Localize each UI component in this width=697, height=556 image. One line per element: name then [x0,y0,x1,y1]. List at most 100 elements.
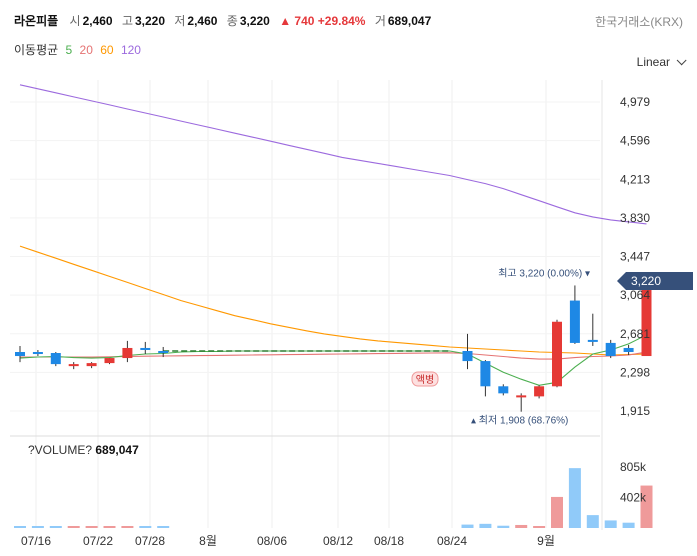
candle-body [498,386,509,394]
candle [158,346,169,358]
candle-body [623,347,634,353]
moving-average-label: 이동평균 [14,43,59,57]
candle [32,349,43,357]
volume-axis: 805k 402k [620,460,647,505]
price-tick-label: 3,064 [620,288,650,302]
volume-bar [640,485,653,528]
ma-60-line [19,245,647,356]
volume-bar [551,496,563,528]
date-tick-label: 07/22 [83,534,113,548]
candle [104,358,115,365]
low-value: 2,460 [187,14,218,28]
candle [462,333,473,370]
candle-body [641,279,652,357]
price-tick-label: 2,298 [620,365,650,379]
high-value: 3,220 [134,14,166,28]
price-tick-label: 4,213 [620,172,650,186]
exchange-label: 한국거래소(KRX) [595,15,683,29]
candle [122,340,133,363]
volume-bars [14,468,653,528]
volume-bar [497,525,510,528]
ma-5-label: 5 [65,43,73,57]
price-tick-label: 1,915 [620,404,650,418]
volume-bar [139,526,152,528]
price-tick-label: 4,979 [620,95,650,109]
candle [86,362,97,369]
high-label: 고 [121,14,133,28]
candle-body [480,361,491,387]
candle-body [552,321,562,387]
candle-body [140,347,151,350]
ma-120-label: 120 [120,43,141,57]
date-tick-label: 9월 [537,534,555,548]
high-annotation: 최고 3,220 (0.00%) ▾ [498,267,590,279]
candle-body [68,364,79,367]
open-label: 시 [69,14,81,28]
event-badge [411,371,439,387]
volume-bar [121,526,134,528]
candle-body [32,352,43,355]
low-annotation: ▴ 최저 1,908 (68.76%) [471,415,568,427]
open-value: 2,460 [82,14,113,28]
candle [534,385,545,399]
date-tick-label: 08/24 [437,534,467,548]
candles [15,279,652,412]
price-tick-label: 4,596 [620,134,650,148]
candle [623,344,634,356]
volume-value: 689,047 [387,14,432,28]
volume-bar [67,526,80,528]
candle [50,352,61,367]
volume-title-value: 689,047 [95,443,139,457]
candle [587,313,598,346]
candle [605,339,616,359]
volume-bar [14,526,26,528]
candle [15,345,25,363]
candle-body [15,352,25,357]
annotations: 최고 3,220 (0.00%) ▾ ▴ 최저 1,908 (68.76%) 액병 [411,267,590,427]
volume-bar [533,526,546,528]
candle [68,362,79,370]
volume-bar [604,520,617,528]
date-axis: 07/16 07/22 07/28 8월 08/06 08/12 08/18 08/24 9월 [21,534,555,548]
volume-bar [568,468,581,528]
candle-body [50,353,61,365]
candle [498,384,509,396]
candle-body [534,386,545,397]
volume-bar [515,524,528,528]
volume-bar [31,526,44,528]
volume-label: 거 [374,14,386,28]
candle-body [569,300,580,343]
scale-selector-label: Linear [636,55,670,69]
date-tick-label: 07/16 [21,534,51,548]
volume-bar [461,524,474,528]
volume-bar [586,515,599,528]
candle [552,319,562,388]
change-value: ▲ 740 +29.84% [279,14,366,28]
date-tick-label: 08/12 [323,534,353,548]
volume-bar [103,526,116,528]
candle-body [122,347,133,359]
low-label: 저 [174,14,186,28]
candle-body [605,342,616,357]
date-tick-label: 8월 [199,534,217,548]
price-tick-label: 2,681 [620,327,650,341]
price-tick-label: 3,447 [620,250,650,264]
date-tick-label: 08/18 [374,534,404,548]
volume-bar [479,523,492,528]
candle [140,341,151,355]
stock-name: 라온피플 [14,14,59,28]
volume-tick-label: 402k [620,491,647,505]
volume-bar [157,526,170,528]
candle [480,360,491,397]
price-axis: 4,979 4,596 4,213 3,830 3,447 3,064 2,681 2,298… [620,95,650,418]
volume-bar [49,526,62,528]
volume-title: ?VOLUME? 689,047 [28,443,139,457]
candle-body [86,363,97,367]
candle [569,285,580,344]
date-tick-label: 08/06 [257,534,287,548]
ma-20-label: 20 [79,43,93,57]
moving-average-legend[interactable]: 이동평균 5 20 60 120 [14,41,145,58]
grid [10,80,603,530]
scale-selector[interactable]: Linear [636,55,687,69]
